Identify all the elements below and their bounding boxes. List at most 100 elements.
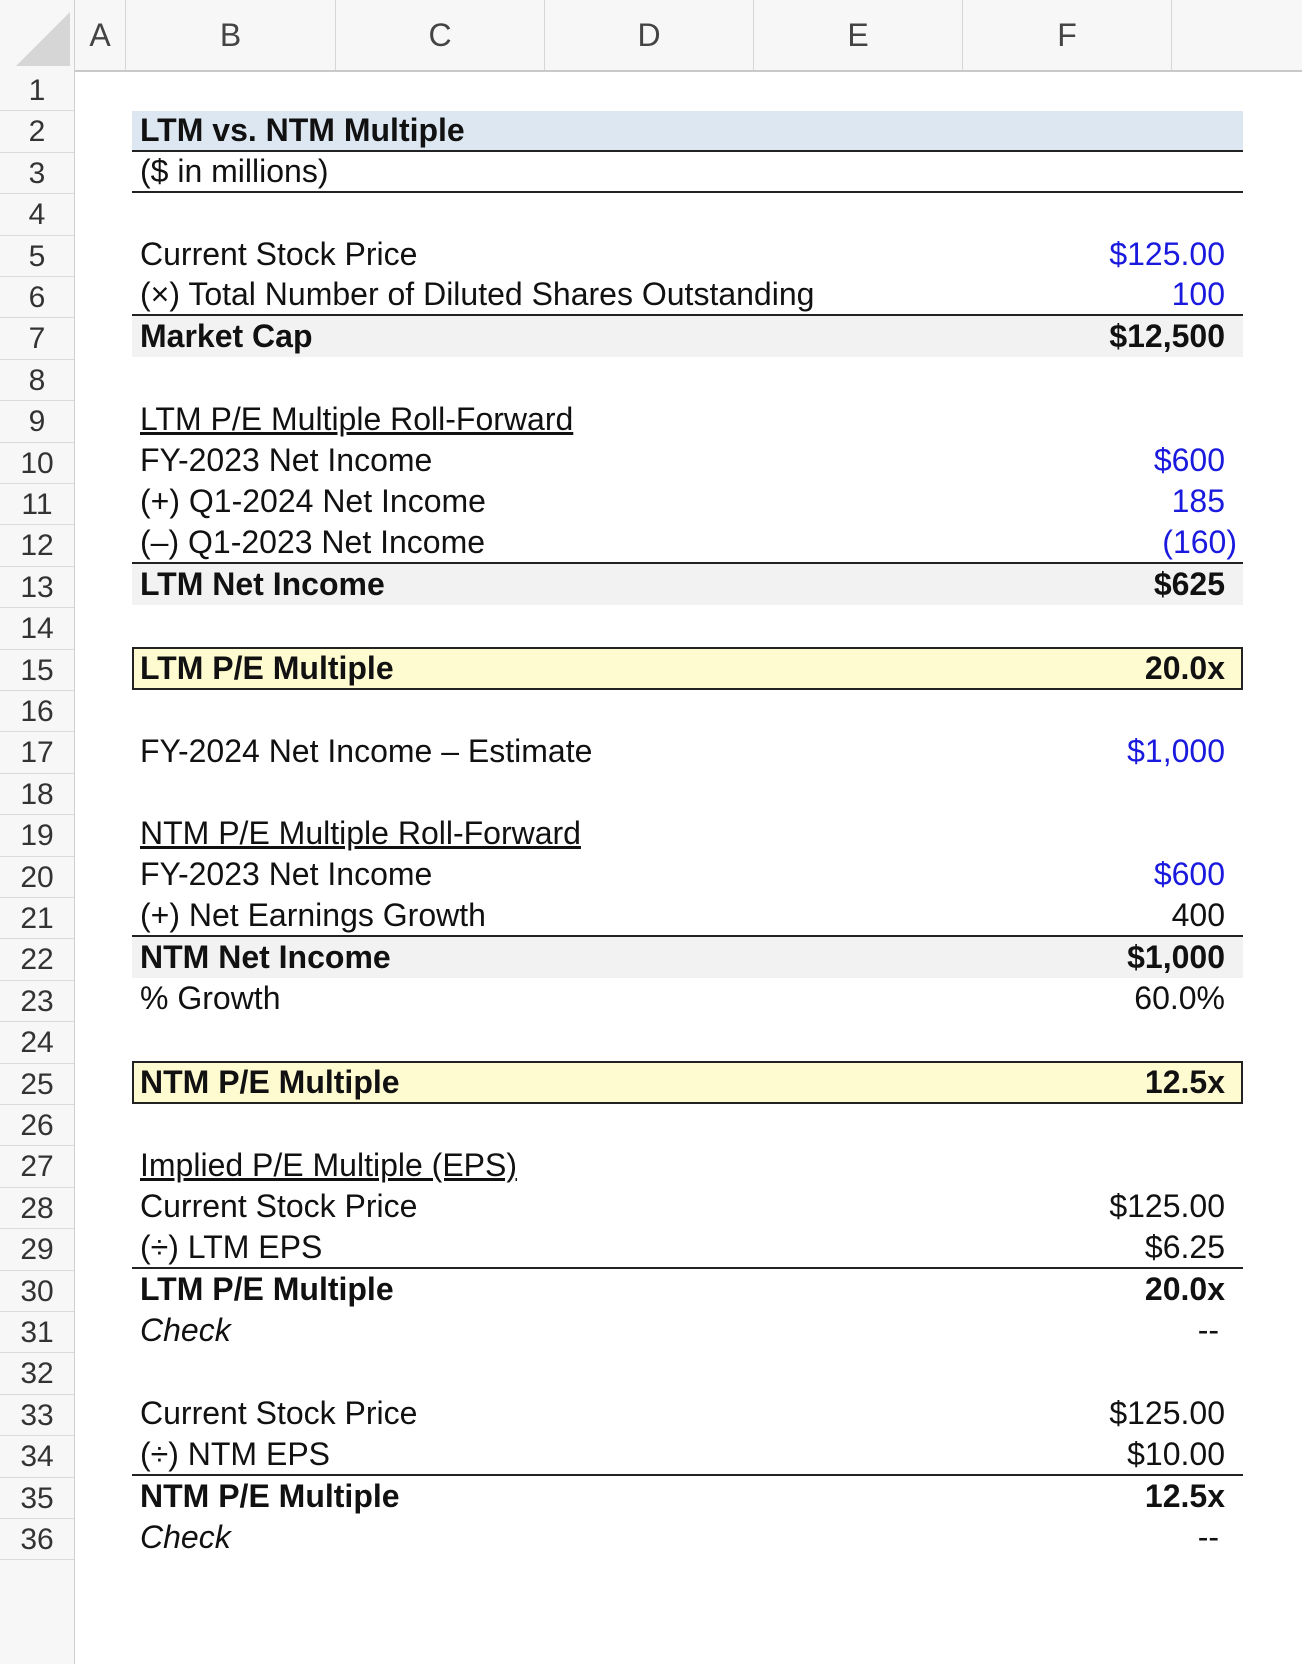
row-number[interactable]: 31 [0, 1312, 74, 1354]
row-7[interactable]: Market Cap $12,500 [132, 316, 1243, 357]
row-17[interactable]: FY-2024 Net Income – Estimate $1,000 [132, 731, 1243, 772]
row-number[interactable]: 10 [0, 443, 74, 484]
row-2[interactable]: LTM vs. NTM Multiple [132, 111, 1243, 152]
row-number[interactable]: 9 [0, 401, 74, 443]
column-header-d[interactable]: D [545, 0, 754, 70]
row-number[interactable]: 12 [0, 525, 74, 567]
row-31[interactable]: Check -- [132, 1310, 1243, 1351]
input-value: $600 [1153, 856, 1225, 892]
row-number[interactable]: 34 [0, 1436, 74, 1478]
row-label: Current Stock Price [140, 1188, 418, 1224]
column-header-e[interactable]: E [754, 0, 963, 70]
row-11[interactable]: (+) Q1-2024 Net Income 185 [132, 481, 1243, 522]
row-10[interactable]: FY-2023 Net Income $600 [132, 440, 1243, 481]
row-number[interactable]: 1 [0, 70, 74, 112]
row-number[interactable]: 24 [0, 1022, 74, 1064]
section-heading: LTM P/E Multiple Roll-Forward [140, 401, 574, 437]
row-3[interactable]: ($ in millions) [132, 152, 1243, 193]
row-number[interactable]: 26 [0, 1105, 74, 1147]
row-number[interactable]: 6 [0, 277, 74, 319]
row-number[interactable]: 16 [0, 691, 74, 733]
row-number[interactable]: 14 [0, 608, 74, 650]
row-number[interactable]: 27 [0, 1146, 74, 1188]
row-number[interactable]: 13 [0, 567, 74, 609]
row-12[interactable]: (–) Q1-2023 Net Income (160) [132, 522, 1243, 564]
row-number[interactable]: 28 [0, 1188, 74, 1230]
value: $10.00 [1127, 1435, 1225, 1472]
input-value: $125.00 [1109, 236, 1225, 272]
row-21[interactable]: (+) Net Earnings Growth 400 [132, 895, 1243, 937]
row-29[interactable]: (÷) LTM EPS $6.25 [132, 1227, 1243, 1269]
row-number[interactable]: 30 [0, 1271, 74, 1312]
input-value: (160) [1162, 523, 1237, 560]
row-number[interactable]: 11 [0, 484, 74, 526]
row-number[interactable]: 15 [0, 650, 74, 691]
row-number[interactable]: 21 [0, 898, 74, 940]
row-label: FY-2024 Net Income – Estimate [140, 733, 593, 769]
row-6[interactable]: (×) Total Number of Diluted Shares Outst… [132, 275, 1243, 316]
row-25[interactable]: NTM P/E Multiple 12.5x [132, 1061, 1243, 1104]
units-note: ($ in millions) [140, 153, 329, 189]
row-label: (÷) NTM EPS [140, 1435, 330, 1472]
row-number[interactable]: 2 [0, 111, 74, 153]
row-number[interactable]: 17 [0, 732, 74, 774]
row-15[interactable]: LTM P/E Multiple 20.0x [132, 647, 1243, 690]
total-value: 20.0x [1144, 1271, 1225, 1307]
row-number[interactable]: 23 [0, 981, 74, 1023]
row-30[interactable]: LTM P/E Multiple 20.0x [132, 1269, 1243, 1310]
row-number[interactable]: 5 [0, 236, 74, 277]
column-header-b[interactable]: B [126, 0, 336, 70]
row-33[interactable]: Current Stock Price $125.00 [132, 1393, 1243, 1434]
column-header-f[interactable]: F [963, 0, 1172, 70]
row-label: (+) Net Earnings Growth [140, 896, 486, 933]
row-label: NTM P/E Multiple [140, 1478, 400, 1514]
row-number[interactable]: 35 [0, 1478, 74, 1519]
row-label: Market Cap [140, 318, 313, 354]
column-header-c[interactable]: C [336, 0, 545, 70]
row-20[interactable]: FY-2023 Net Income $600 [132, 854, 1243, 895]
row-number[interactable]: 36 [0, 1519, 74, 1561]
row-number[interactable]: 18 [0, 774, 74, 816]
row-23[interactable]: % Growth 60.0% [132, 978, 1243, 1019]
row-label: (÷) LTM EPS [140, 1228, 323, 1265]
row-number[interactable]: 7 [0, 318, 74, 360]
row-22[interactable]: NTM Net Income $1,000 [132, 937, 1243, 978]
row-label: % Growth [140, 980, 281, 1016]
row-35[interactable]: NTM P/E Multiple 12.5x [132, 1476, 1243, 1517]
row-number[interactable]: 3 [0, 153, 74, 195]
row-13[interactable]: LTM Net Income $625 [132, 564, 1243, 605]
row-label: LTM P/E Multiple [140, 650, 394, 686]
sheet-title: LTM vs. NTM Multiple [140, 112, 465, 148]
check-label: Check [140, 1519, 231, 1555]
row-number[interactable]: 20 [0, 857, 74, 898]
value: $125.00 [1109, 1395, 1225, 1431]
row-number[interactable]: 19 [0, 815, 74, 857]
row-9[interactable]: LTM P/E Multiple Roll-Forward [132, 399, 1243, 440]
spreadsheet-grid: LTM vs. NTM Multiple ($ in millions) Cur… [75, 70, 1302, 1664]
column-header-bar: A B C D E F [0, 0, 1302, 72]
row-label: (–) Q1-2023 Net Income [140, 523, 486, 560]
column-header-a[interactable]: A [75, 0, 126, 70]
row-number[interactable]: 29 [0, 1229, 74, 1271]
value: $125.00 [1109, 1188, 1225, 1224]
row-number[interactable]: 8 [0, 360, 74, 402]
row-number[interactable]: 25 [0, 1064, 74, 1105]
row-number-column: 1 2 3 4 5 6 7 8 9 10 11 12 13 14 15 16 17 18 19 20 21 22 23 24 2… [0, 70, 75, 1664]
select-all-triangle-icon [16, 12, 70, 66]
select-all-corner[interactable] [0, 0, 75, 70]
row-label: LTM P/E Multiple [140, 1271, 394, 1307]
row-number[interactable]: 4 [0, 194, 74, 236]
row-27[interactable]: Implied P/E Multiple (EPS) [132, 1145, 1243, 1186]
row-19[interactable]: NTM P/E Multiple Roll-Forward [132, 813, 1243, 854]
row-number[interactable]: 32 [0, 1353, 74, 1395]
section-heading: NTM P/E Multiple Roll-Forward [140, 815, 581, 851]
section-heading: Implied P/E Multiple (EPS) [140, 1147, 518, 1183]
row-number[interactable]: 22 [0, 939, 74, 981]
row-34[interactable]: (÷) NTM EPS $10.00 [132, 1434, 1243, 1476]
row-36[interactable]: Check -- [132, 1517, 1243, 1558]
row-label: Current Stock Price [140, 236, 418, 272]
row-28[interactable]: Current Stock Price $125.00 [132, 1186, 1243, 1227]
row-number[interactable]: 33 [0, 1395, 74, 1437]
row-5[interactable]: Current Stock Price $125.00 [132, 234, 1243, 275]
total-value: $625 [1153, 566, 1225, 602]
